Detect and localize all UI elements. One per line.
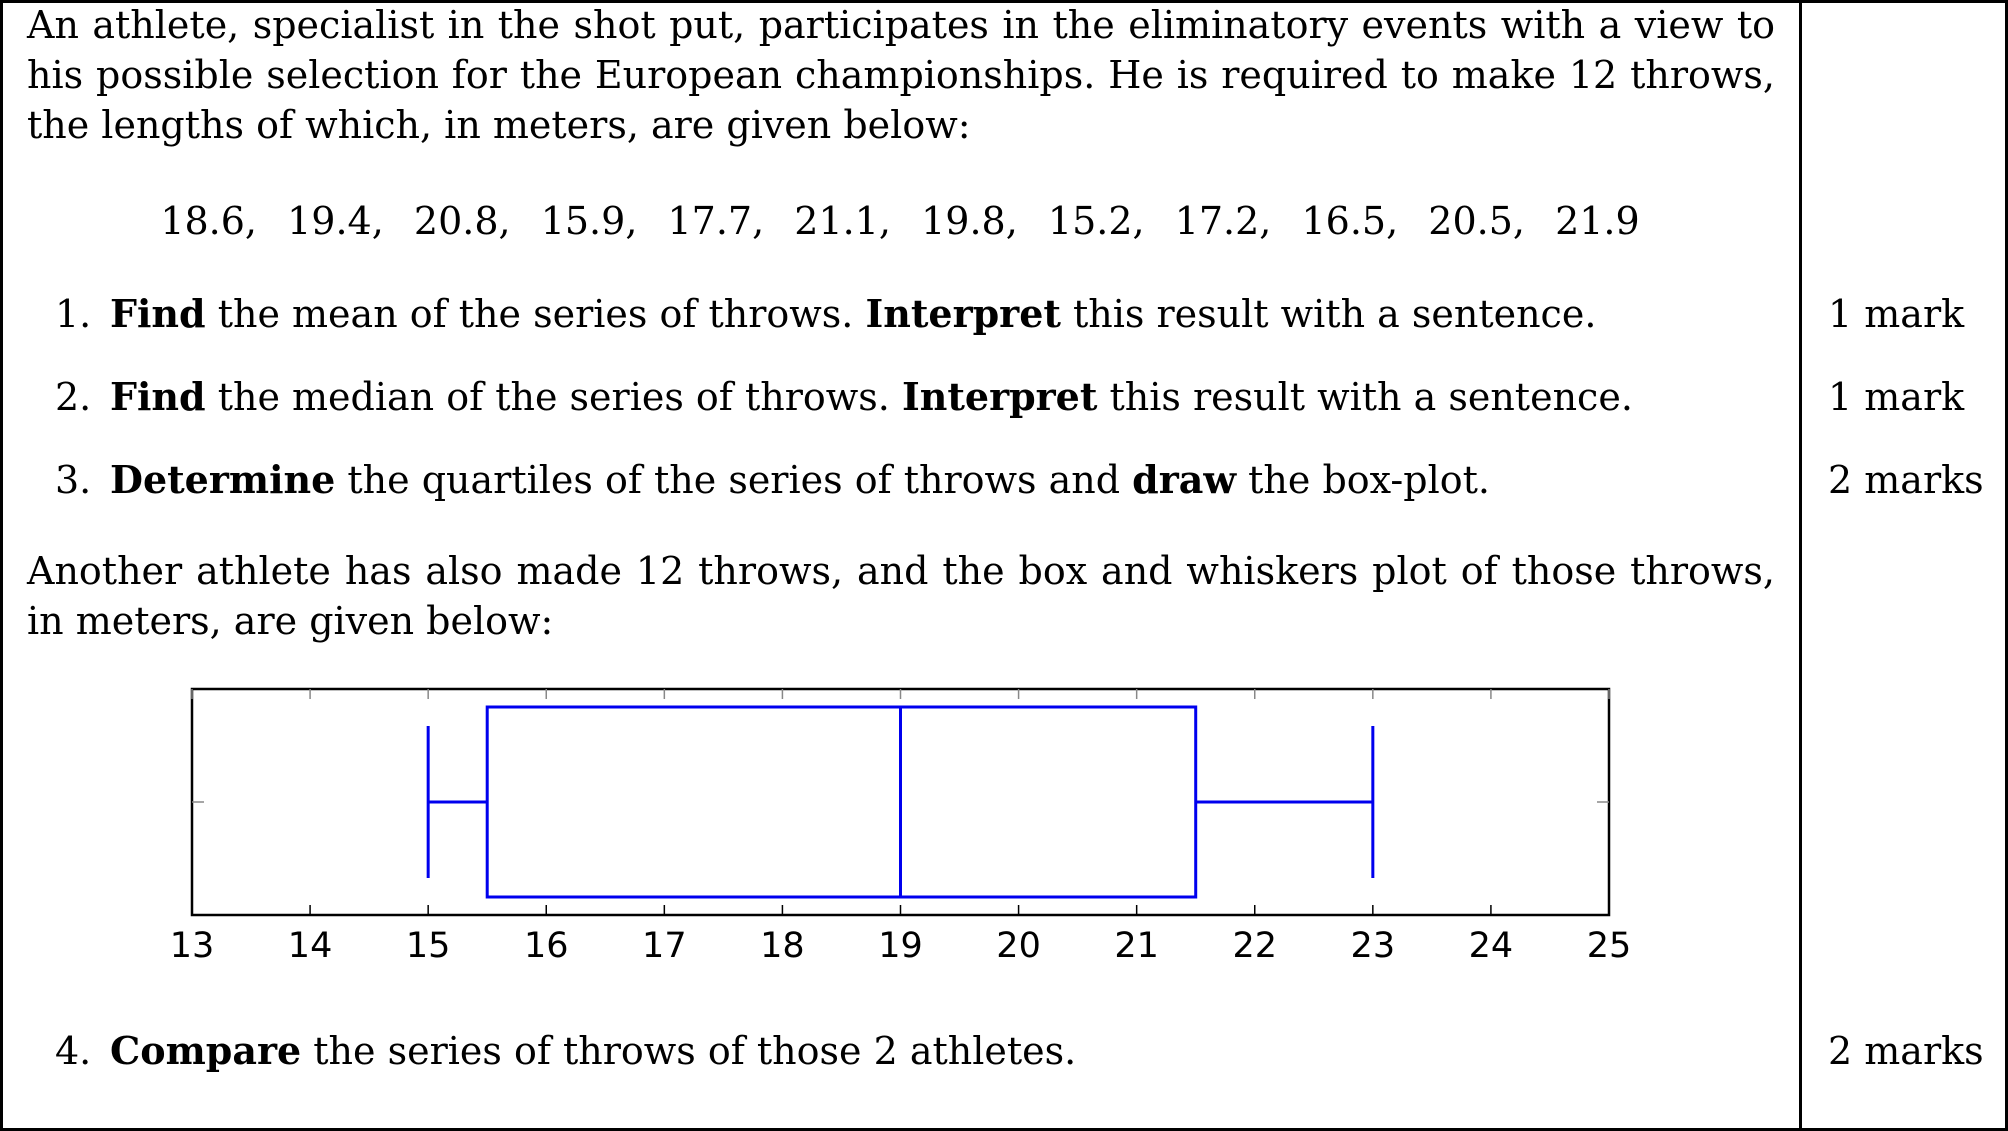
x-tick-label: 25 (1587, 926, 1632, 966)
x-tick-label: 19 (878, 926, 923, 966)
throw-value: 16.5, (1301, 199, 1399, 243)
question-keyword: Interpret (865, 291, 1061, 336)
x-tick-label: 16 (524, 926, 569, 966)
question-text: this result with a sentence. (1097, 375, 1633, 419)
question-number: 4. (55, 1029, 92, 1073)
question-number: 1. (55, 292, 92, 336)
throw-value: 20.5, (1428, 199, 1525, 243)
throw-value: 19.8, (921, 199, 1018, 243)
throw-value: 21.9 (1555, 199, 1640, 243)
question-keyword: draw (1132, 457, 1237, 502)
question-text: the median of the series of throws. (205, 375, 902, 419)
x-tick-label: 22 (1232, 926, 1277, 966)
x-tick-label: 15 (406, 926, 451, 966)
question-number: 3. (55, 458, 92, 502)
throw-value: 17.7, (667, 199, 765, 243)
x-tick-label: 23 (1351, 926, 1396, 966)
question-text: this result with a sentence. (1060, 292, 1597, 336)
throw-value: 20.8, (413, 199, 511, 243)
question-text: the quartiles of the series of throws an… (335, 458, 1133, 502)
question-4: 4. Compare the series of throws of those … (55, 1026, 1076, 1076)
x-tick-label: 20 (996, 926, 1041, 966)
question-2: 2. Find the median of the series of throw… (55, 372, 1633, 422)
mark-label-1: 1 mark (1828, 292, 1965, 336)
intro-paragraph: An athlete, specialist in the shot put, … (27, 3, 1775, 147)
question-keyword: Find (110, 291, 206, 336)
box-plot-marks (426, 705, 1375, 899)
x-tick-label: 17 (642, 926, 687, 966)
throw-value: 17.2, (1174, 199, 1272, 243)
question-number: 2. (55, 375, 92, 419)
question-keyword: Interpret (901, 374, 1098, 419)
x-tick-labels: 13 14 15 16 17 18 19 20 21 22 23 24 25 (170, 926, 1632, 966)
question-keyword: Compare (110, 1028, 302, 1073)
question-text: the series of throws of those 2 athletes… (301, 1029, 1077, 1073)
throw-value: 19.4, (287, 199, 384, 243)
x-tick-label: 18 (760, 926, 805, 966)
x-tick-label: 21 (1114, 926, 1159, 966)
mark-label-4: 2 marks (1828, 1029, 1984, 1073)
throw-value: 21.1, (794, 199, 891, 243)
question-1: 1. Find the mean of the series of throws.… (55, 289, 1596, 339)
throw-value: 18.6, (160, 199, 258, 243)
mark-label-2: 1 mark (1828, 375, 1965, 419)
throws-data-line: 18.6, 19.4, 20.8, 15.9, 17.7, 21.1, 19.8… (0, 196, 1800, 246)
marks-column-divider (1799, 0, 1802, 1131)
x-tick-label: 24 (1469, 926, 1514, 966)
question-text: the mean of the series of throws. (205, 292, 866, 336)
question-keyword: Determine (110, 457, 336, 502)
mark-label-3: 2 marks (1828, 458, 1984, 502)
question-3: 3. Determine the quartiles of the series … (55, 455, 1490, 505)
x-tick-label: 13 (170, 926, 215, 966)
iqr-box (485, 705, 1198, 899)
second-athlete-paragraph: Another athlete has also made 12 throws,… (27, 549, 1775, 643)
throw-value: 15.9, (540, 199, 638, 243)
x-tick-label: 14 (288, 926, 333, 966)
question-text: the box-plot. (1236, 458, 1490, 502)
question-keyword: Find (110, 374, 206, 419)
throw-value: 15.2, (1047, 199, 1145, 243)
plot-axis-frame (190, 687, 1611, 917)
